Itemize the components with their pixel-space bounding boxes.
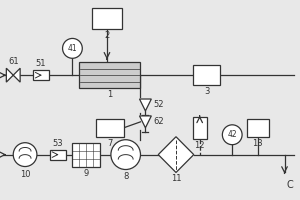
Polygon shape xyxy=(6,68,13,82)
Circle shape xyxy=(63,38,82,58)
Bar xyxy=(193,65,220,85)
Circle shape xyxy=(13,143,37,167)
Text: 41: 41 xyxy=(68,44,77,53)
Text: 42: 42 xyxy=(227,130,237,139)
Text: 7: 7 xyxy=(107,139,112,148)
Text: 53: 53 xyxy=(52,139,63,148)
Bar xyxy=(96,119,124,137)
Text: 3: 3 xyxy=(204,87,209,96)
Text: 9: 9 xyxy=(84,169,89,178)
Circle shape xyxy=(111,140,140,170)
Text: 13: 13 xyxy=(253,139,263,148)
Circle shape xyxy=(222,125,242,145)
Bar xyxy=(72,143,100,167)
Polygon shape xyxy=(140,116,151,128)
Bar xyxy=(50,150,65,160)
Bar xyxy=(33,70,49,80)
Polygon shape xyxy=(158,137,194,172)
Text: 61: 61 xyxy=(8,57,19,66)
Text: 62: 62 xyxy=(153,117,164,126)
Bar xyxy=(247,119,269,137)
Text: 8: 8 xyxy=(123,172,128,181)
Text: 11: 11 xyxy=(171,174,181,183)
Bar xyxy=(79,62,140,88)
Text: 2: 2 xyxy=(104,31,110,40)
Polygon shape xyxy=(140,99,151,111)
Text: 1: 1 xyxy=(107,90,112,99)
Text: 12: 12 xyxy=(194,141,205,150)
Text: 10: 10 xyxy=(20,170,30,179)
Bar xyxy=(193,117,207,139)
Text: 52: 52 xyxy=(153,100,164,109)
Text: 51: 51 xyxy=(36,59,46,68)
Polygon shape xyxy=(13,68,20,82)
Bar xyxy=(92,8,122,29)
Text: C: C xyxy=(286,180,293,190)
